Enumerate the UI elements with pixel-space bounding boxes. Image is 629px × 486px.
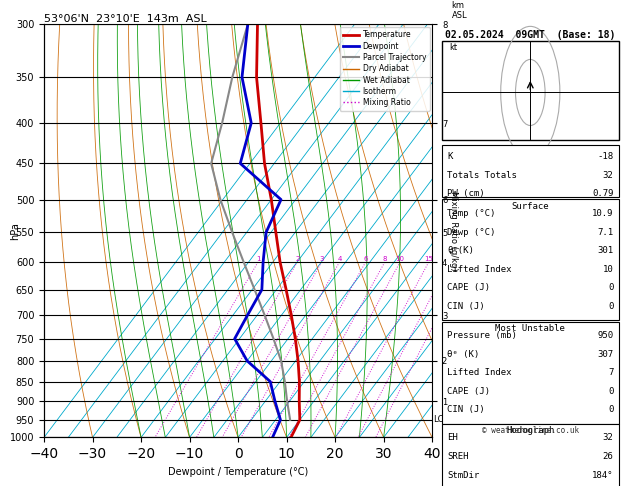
Text: 15: 15 xyxy=(424,256,433,262)
Text: Hodograph: Hodograph xyxy=(506,426,555,435)
Text: 0: 0 xyxy=(608,405,613,415)
Text: 0: 0 xyxy=(608,387,613,396)
Text: 26: 26 xyxy=(603,452,613,461)
Text: Most Unstable: Most Unstable xyxy=(496,324,565,332)
Text: 2: 2 xyxy=(295,256,299,262)
Text: hPa: hPa xyxy=(10,222,20,240)
Text: 307: 307 xyxy=(598,349,613,359)
Text: 184°: 184° xyxy=(592,470,613,480)
Text: Pressure (mb): Pressure (mb) xyxy=(447,331,517,340)
Text: 10: 10 xyxy=(603,265,613,274)
FancyBboxPatch shape xyxy=(442,199,619,320)
Text: 10: 10 xyxy=(396,256,404,262)
Text: 3: 3 xyxy=(320,256,324,262)
FancyBboxPatch shape xyxy=(442,424,619,486)
Text: 7.1: 7.1 xyxy=(598,227,613,237)
Text: 02.05.2024  09GMT  (Base: 18): 02.05.2024 09GMT (Base: 18) xyxy=(445,31,616,40)
Text: km
ASL: km ASL xyxy=(452,1,467,20)
Text: -18: -18 xyxy=(598,152,613,161)
Text: 7: 7 xyxy=(608,368,613,377)
Text: 301: 301 xyxy=(598,246,613,255)
Text: SREH: SREH xyxy=(447,452,469,461)
Text: Lifted Index: Lifted Index xyxy=(447,368,511,377)
Text: 8: 8 xyxy=(382,256,387,262)
Text: CAPE (J): CAPE (J) xyxy=(447,387,490,396)
Text: Lifted Index: Lifted Index xyxy=(447,265,511,274)
Text: 0.79: 0.79 xyxy=(592,189,613,198)
Text: © weatheronline.co.uk: © weatheronline.co.uk xyxy=(482,426,579,435)
FancyBboxPatch shape xyxy=(442,41,619,140)
FancyBboxPatch shape xyxy=(442,322,619,424)
Text: θᵉ(K): θᵉ(K) xyxy=(447,246,474,255)
Text: 1: 1 xyxy=(256,256,260,262)
Text: Dewp (°C): Dewp (°C) xyxy=(447,227,496,237)
X-axis label: Dewpoint / Temperature (°C): Dewpoint / Temperature (°C) xyxy=(168,467,308,477)
Text: 32: 32 xyxy=(603,434,613,442)
Text: StmDir: StmDir xyxy=(447,470,479,480)
Text: PW (cm): PW (cm) xyxy=(447,189,485,198)
Text: CIN (J): CIN (J) xyxy=(447,302,485,311)
Text: CIN (J): CIN (J) xyxy=(447,405,485,415)
Text: 32: 32 xyxy=(603,171,613,179)
Text: kt: kt xyxy=(449,43,457,52)
Text: 0: 0 xyxy=(608,302,613,311)
Text: 53°06'N  23°10'E  143m  ASL: 53°06'N 23°10'E 143m ASL xyxy=(44,14,207,23)
Text: 4: 4 xyxy=(337,256,342,262)
Text: Surface: Surface xyxy=(511,202,549,210)
Text: 950: 950 xyxy=(598,331,613,340)
Text: CAPE (J): CAPE (J) xyxy=(447,283,490,293)
Text: Temp (°C): Temp (°C) xyxy=(447,209,496,218)
Text: LCL: LCL xyxy=(433,416,448,424)
Text: 0: 0 xyxy=(608,283,613,293)
Text: 10.9: 10.9 xyxy=(592,209,613,218)
Text: Totals Totals: Totals Totals xyxy=(447,171,517,179)
FancyBboxPatch shape xyxy=(442,144,619,196)
Text: 6: 6 xyxy=(364,256,368,262)
Y-axis label: Mixing Ratio (g/kg): Mixing Ratio (g/kg) xyxy=(449,191,459,271)
Text: θᵉ (K): θᵉ (K) xyxy=(447,349,479,359)
Legend: Temperature, Dewpoint, Parcel Trajectory, Dry Adiabat, Wet Adiabat, Isotherm, Mi: Temperature, Dewpoint, Parcel Trajectory… xyxy=(340,27,430,111)
Text: EH: EH xyxy=(447,434,458,442)
Text: K: K xyxy=(447,152,452,161)
